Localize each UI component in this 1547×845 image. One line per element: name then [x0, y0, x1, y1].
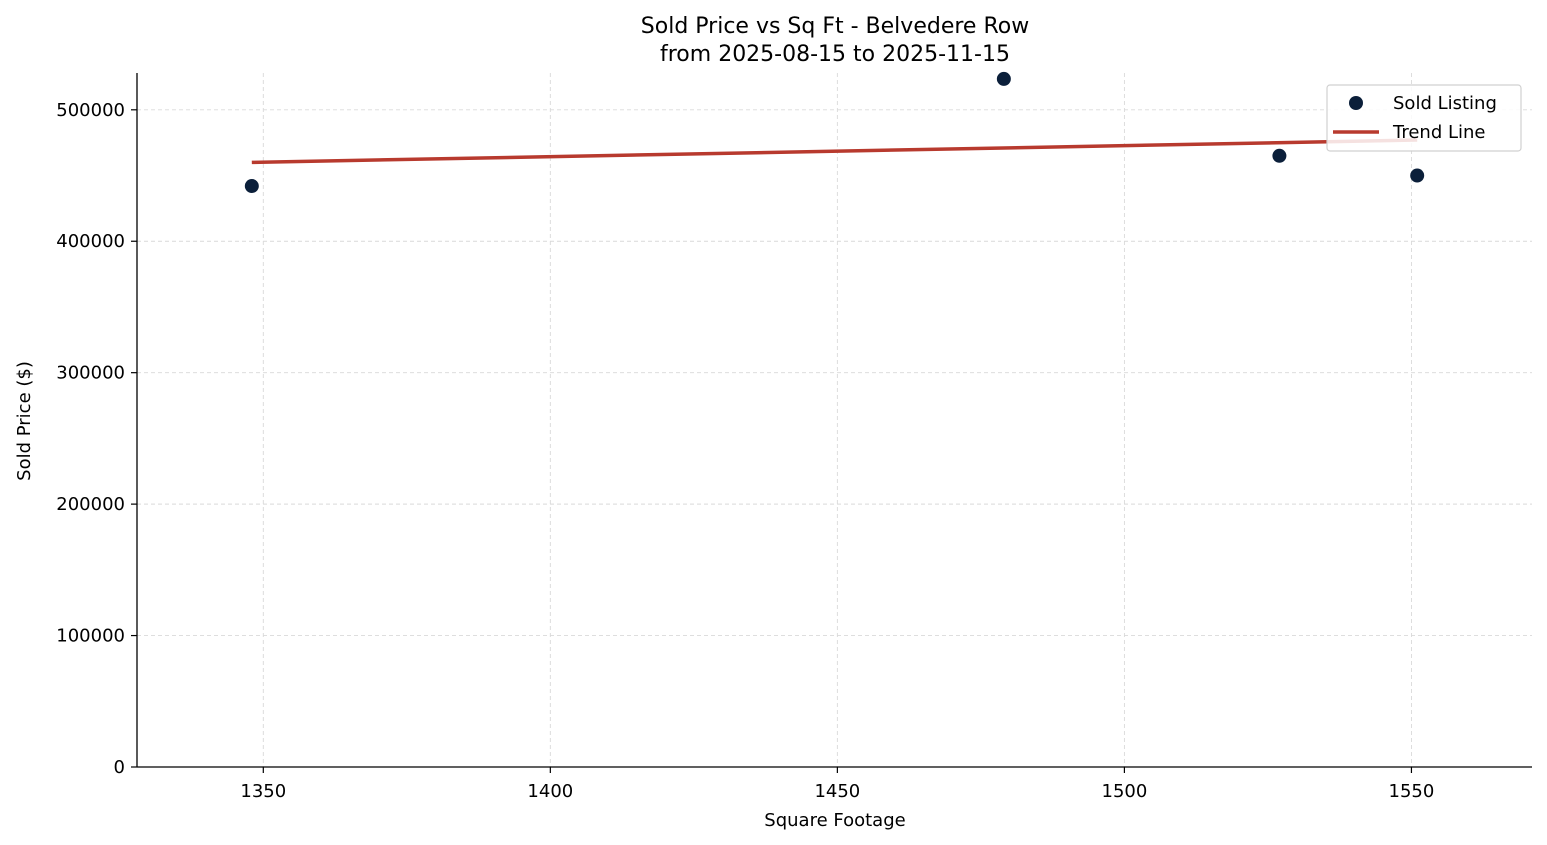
- legend-box: [1326, 84, 1522, 152]
- axes: [136, 73, 1532, 768]
- y-axis-label: Sold Price ($): [14, 361, 35, 481]
- x-tick-label: 1350: [240, 781, 286, 802]
- y-tick-label: 0: [114, 757, 125, 778]
- y-tick-label: 200000: [56, 494, 125, 515]
- x-tick-label: 1550: [1389, 781, 1435, 802]
- sold-listing-point: [244, 179, 259, 194]
- y-tick-label: 400000: [56, 231, 125, 252]
- plot-marks: [244, 71, 1425, 194]
- grid: [137, 73, 1532, 767]
- x-tick-label: 1400: [527, 781, 573, 802]
- legend-label-trend-line: Trend Line: [1392, 122, 1486, 143]
- ticks: 1350 1400 1450 1500 1550 0 100000 200000 300000 4…: [56, 100, 1434, 802]
- legend-scatter-marker: [1349, 96, 1363, 110]
- trend-line: [251, 138, 1418, 165]
- y-tick-label: 500000: [56, 100, 125, 121]
- sold-listing-point: [996, 71, 1011, 86]
- x-tick-label: 1450: [814, 781, 860, 802]
- chart-subtitle: from 2025-08-15 to 2025-11-15: [660, 42, 1010, 67]
- y-tick-label: 300000: [56, 363, 125, 384]
- chart-title: Sold Price vs Sq Ft - Belvedere Row: [641, 14, 1029, 39]
- legend-label-sold-listing: Sold Listing: [1393, 93, 1497, 114]
- y-tick-label: 100000: [56, 626, 125, 647]
- sold-listing-point: [1410, 168, 1425, 183]
- x-tick-label: 1500: [1102, 781, 1148, 802]
- legend: Sold Listing Trend Line: [1326, 84, 1522, 152]
- sold-listing-point: [1272, 148, 1287, 163]
- x-axis-label: Square Footage: [764, 810, 905, 831]
